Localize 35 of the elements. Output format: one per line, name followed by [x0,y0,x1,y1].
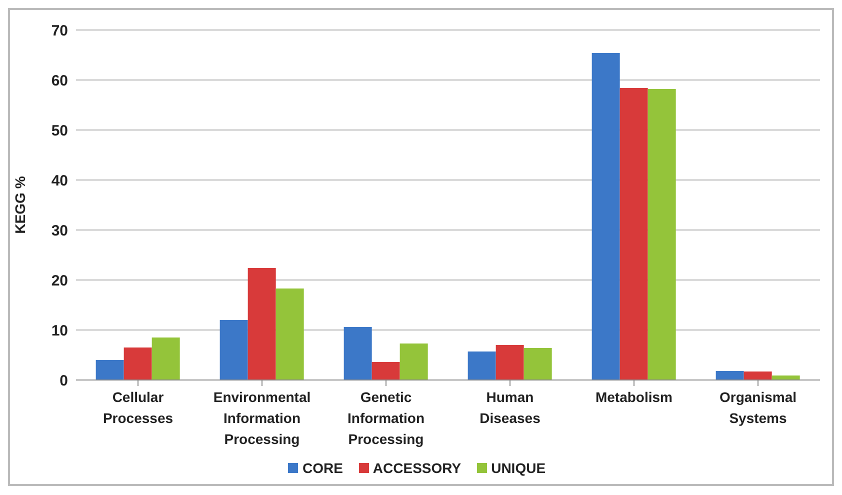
y-tick-label: 10 [51,322,68,340]
legend-label: CORE [301,460,343,476]
bar [648,89,676,380]
y-tick-label: 40 [51,172,68,190]
bar [592,53,620,380]
bar [372,362,400,380]
bar [744,372,772,380]
bar [96,360,124,380]
x-tick-label: Genetic Information Processing [348,389,424,447]
bar [400,344,428,380]
x-tick-label: Environmental Information Processing [213,389,311,447]
y-axis-title: KEGG % [12,176,28,234]
y-tick-label: 0 [60,372,68,390]
bar [248,268,276,380]
x-tick-label: Cellular Processes [102,389,174,426]
bar [468,352,496,380]
bar [620,88,648,380]
x-tick-label: Human Diseases [480,389,541,426]
bar [152,338,180,380]
y-tick-label: 60 [51,72,68,90]
bar [524,348,552,380]
y-tick-label: 30 [51,222,68,240]
x-tick-label: Metabolism [595,389,673,405]
y-tick-label: 20 [51,272,68,290]
bar [716,371,744,380]
legend-label: UNIQUE [490,460,546,476]
bar [344,327,372,380]
x-tick-label: Organismal Systems [719,389,797,426]
legend-label: ACCESSORY [372,460,462,476]
y-tick-label: 50 [51,122,68,140]
bar [496,345,524,380]
y-tick-label: 70 [51,22,68,40]
bar [124,348,152,380]
bar [276,288,304,380]
bar [220,320,248,380]
